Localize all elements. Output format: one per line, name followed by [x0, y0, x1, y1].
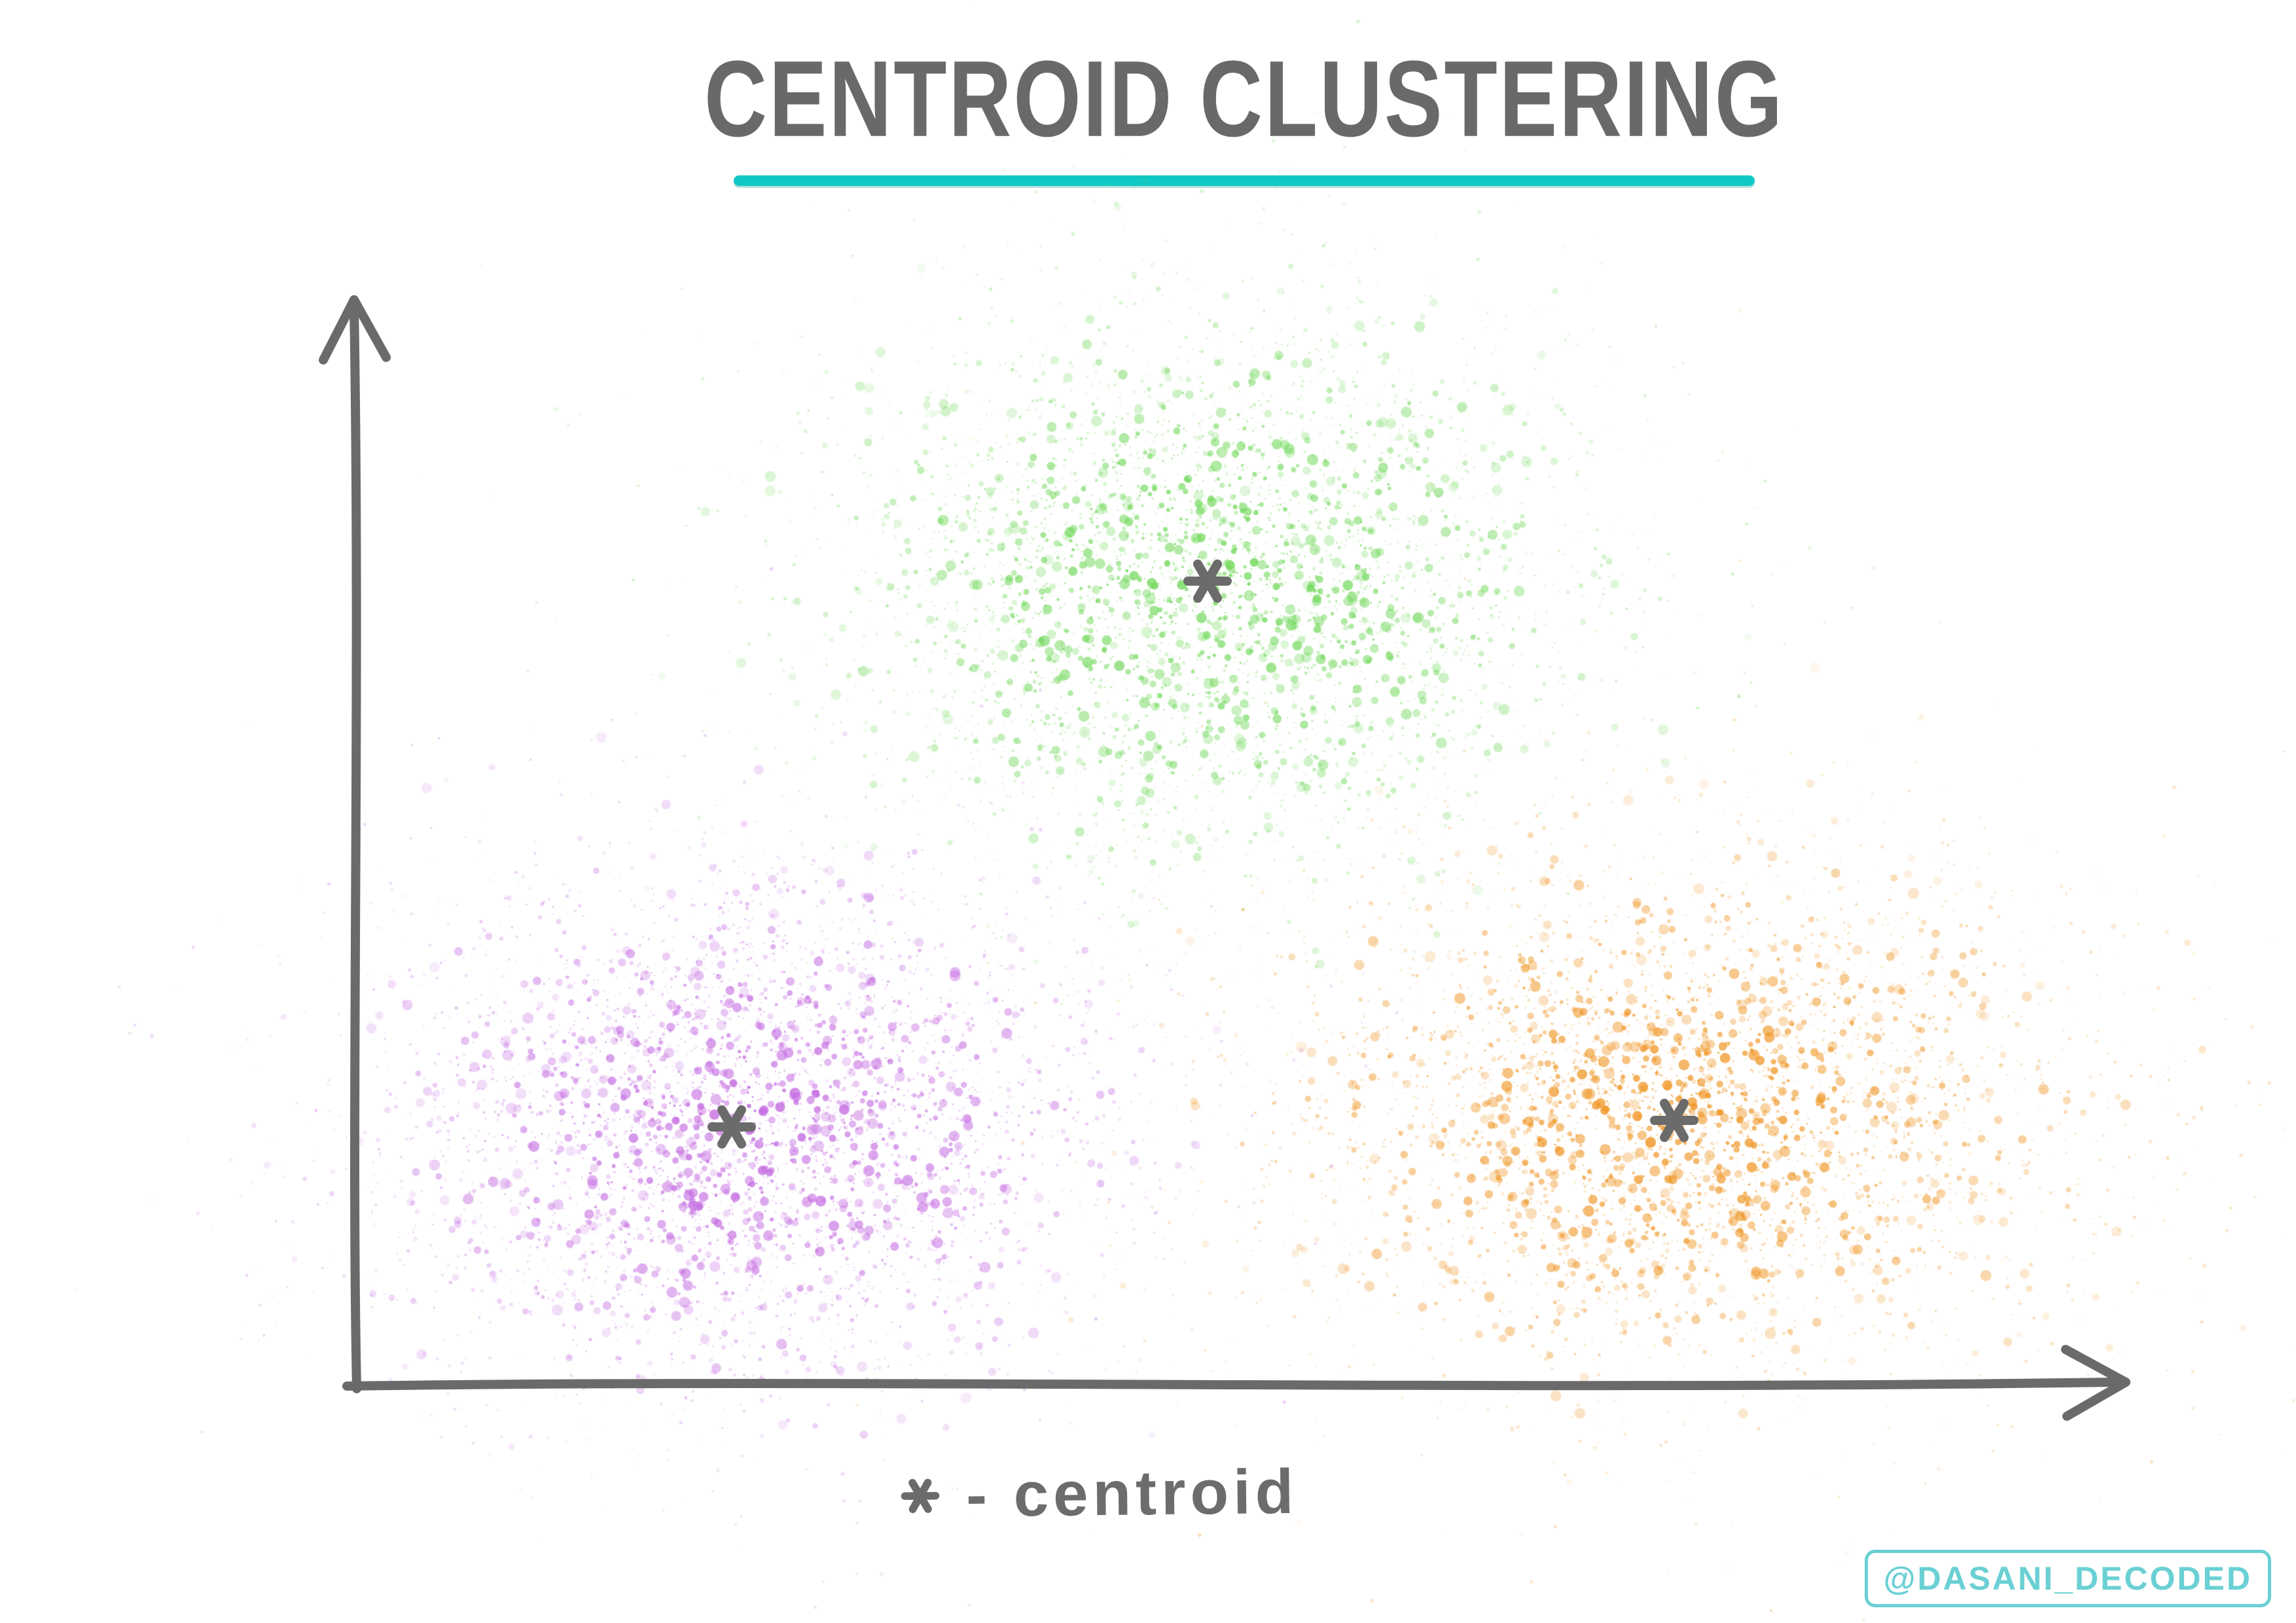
centroid-marker	[708, 1105, 756, 1149]
centroid-asterisk-icon	[901, 1478, 940, 1514]
centroid-marker	[1183, 559, 1232, 603]
legend-label: - centroid	[965, 1456, 1299, 1531]
centroid-legend: - centroid	[896, 1456, 1299, 1532]
watermark-badge: @DASANI_DECODED	[1864, 1550, 2271, 1607]
x-axis-arrowhead	[2061, 1345, 2130, 1421]
centroid-marker	[1650, 1098, 1698, 1143]
y-axis-line	[350, 304, 361, 1393]
x-axis-line	[342, 1378, 2119, 1391]
y-axis-arrowhead	[319, 295, 391, 365]
